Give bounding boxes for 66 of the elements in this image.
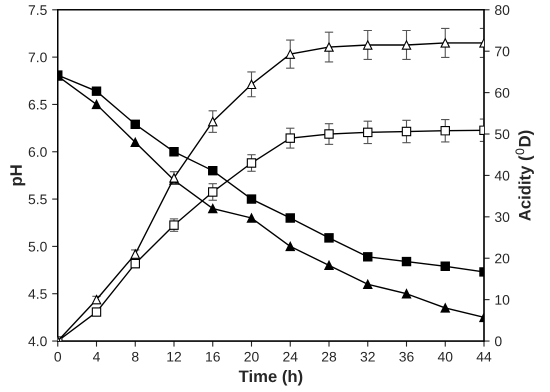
point (246, 80, 256, 90)
y-tick-label: 7.0 (28, 52, 47, 62)
point (440, 303, 450, 313)
point (363, 252, 372, 262)
point (324, 42, 334, 52)
y2-tick-label: 0 (494, 336, 502, 346)
x-tick-label: 32 (360, 352, 375, 362)
x-tick-label: 0 (54, 352, 62, 362)
y-axis-title: pH (10, 165, 26, 186)
point (363, 280, 372, 289)
y-tick-label: 4.5 (28, 289, 47, 299)
point (402, 40, 412, 50)
point (324, 129, 334, 139)
y-tick-label: 5.0 (28, 242, 47, 252)
y-tick-label: 6.0 (28, 147, 47, 157)
point (440, 262, 450, 271)
y2-tick-label: 20 (495, 254, 510, 264)
y2-tick-label: 30 (494, 212, 510, 222)
y2-tick-label: 60 (495, 88, 510, 98)
point (402, 256, 412, 266)
y2-tick-label: 70 (495, 46, 510, 56)
point (246, 194, 256, 204)
y-tick-label: 4.0 (28, 336, 47, 346)
x-tick-label: 20 (244, 352, 259, 362)
point (363, 40, 372, 50)
point (324, 260, 334, 270)
point (130, 120, 140, 130)
point (324, 233, 334, 243)
x-tick-label: 28 (322, 352, 336, 362)
point (286, 242, 295, 252)
point (402, 126, 412, 136)
y2-tick-label: 40 (494, 170, 510, 181)
y2-axis-title: Acidity ($^{0}$D) (515, 130, 534, 221)
y2-tick-label: 50 (494, 129, 510, 140)
y-tick-label: 7.5 (28, 5, 47, 15)
x-tick-label: 16 (206, 352, 220, 362)
x-tick-label: 24 (283, 352, 298, 362)
point (286, 49, 295, 59)
x-axis-title: Time (h) (238, 370, 302, 386)
point (286, 213, 295, 223)
y-tick-label: 5.5 (28, 194, 47, 204)
point (169, 147, 179, 156)
point (402, 289, 412, 298)
point (286, 133, 295, 143)
point (130, 138, 140, 148)
y2-tick-label: 10 (495, 294, 510, 305)
point (208, 204, 218, 214)
x-tick-label: 12 (167, 352, 182, 362)
point (440, 126, 450, 136)
x-tick-label: 40 (438, 352, 452, 362)
x-tick-label: 36 (399, 352, 414, 362)
point (92, 307, 102, 317)
point (208, 116, 218, 126)
point (363, 128, 372, 138)
y2-tick-label: 80 (495, 5, 510, 15)
point (208, 187, 218, 197)
x-tick-label: 4 (92, 352, 100, 362)
point (246, 158, 256, 168)
x-tick-label: 8 (132, 352, 139, 362)
point (246, 213, 256, 223)
point (92, 100, 102, 110)
point (92, 86, 102, 96)
point (208, 166, 218, 176)
y-tick-label: 6.5 (28, 100, 47, 110)
x-tick-label: 44 (476, 352, 492, 362)
point (440, 38, 450, 48)
